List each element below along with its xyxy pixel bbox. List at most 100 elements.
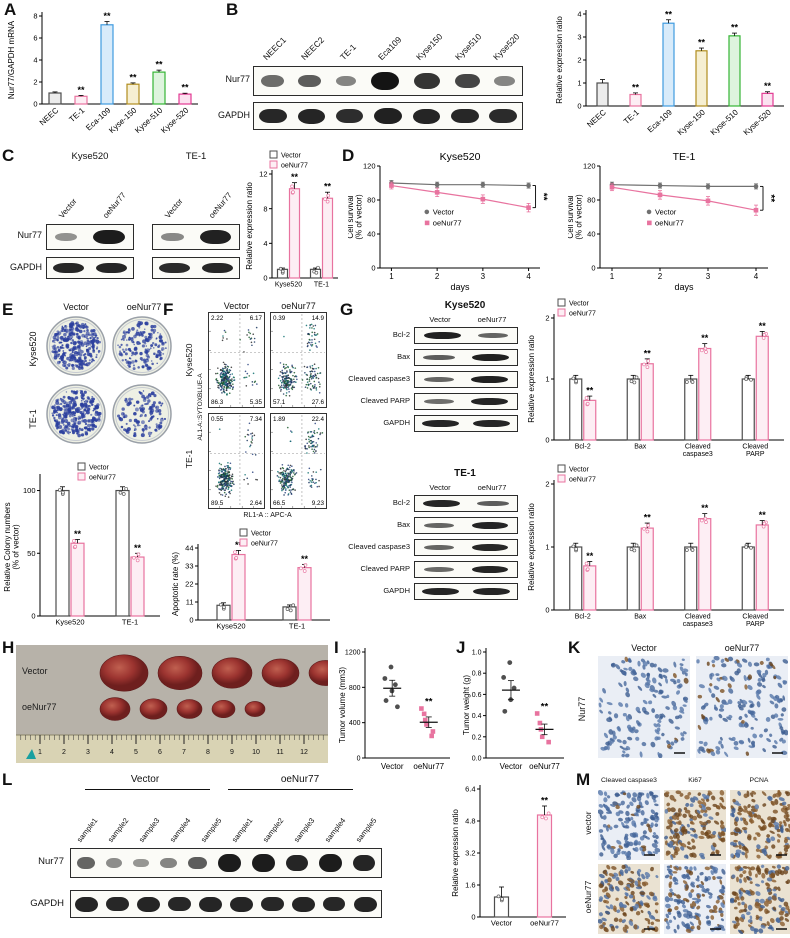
svg-text:9: 9 [230,749,234,756]
panel-g-t-blot-bax [414,517,518,534]
svg-text:**: ** [541,701,549,712]
flow-plot-te1-vector: 0.55 7.34 89.5 2.64 [208,413,265,509]
panel-g-te1-title: TE-1 [454,468,476,479]
lane-label: sample2 [260,816,286,844]
protein-band [336,108,364,124]
protein-band [454,73,480,89]
panel-c-bar-chart: 0 4 8 12 Relative expression ratio ** Kyse520 *… [246,150,342,294]
lane-label: NEEC1 [260,34,289,62]
ihc-image-vector-pcna [730,790,790,860]
protein-band [230,896,253,912]
panel-b-blot-gapdh [253,102,523,130]
panel-c-letter: C [2,146,15,165]
protein-band [297,108,326,124]
svg-text:44: 44 [185,544,193,553]
svg-text:8: 8 [206,749,210,756]
panel-a-bar-chart: 0 2 4 6 8 Nur77/GAPDH mRNA NEEC ** TE-1 ** Eca-109… [8,2,202,144]
panel-b-lane-labels: NEEC1 NEEC2 TE-1 Eca109 Kyse150 Kyse510 Kyse52… [250,0,525,64]
svg-text:1: 1 [577,79,581,88]
svg-text:4: 4 [110,749,114,756]
panel-k-col-vector: Vector [631,643,657,653]
svg-text:Relative expression ratio: Relative expression ratio [452,809,460,897]
svg-text:40: 40 [587,230,595,239]
panel-l-underline-oenur77 [228,789,353,790]
svg-text:0: 0 [33,100,37,109]
panel-l-letter: L [2,770,13,789]
svg-text:(% of vector): (% of vector) [355,194,364,240]
svg-text:7.34: 7.34 [250,416,263,423]
protein-band [451,108,479,124]
svg-text:0.4: 0.4 [472,713,482,720]
svg-text:NEEC: NEEC [38,106,61,128]
panel-g-t-lane-oenur77: oeNur77 [477,483,507,492]
svg-text:Vector: Vector [251,531,272,538]
svg-text:0: 0 [189,616,193,625]
svg-text:Bax: Bax [634,614,647,621]
svg-text:Relative expression ratio: Relative expression ratio [246,182,254,270]
panel-g-te1-bar-chart: 0 1 2 Relative expression ratio ** Bcl-2 ** Bax… [528,464,788,634]
svg-text:11: 11 [186,598,194,607]
svg-text:oeNur77: oeNur77 [655,219,684,228]
svg-text:4: 4 [526,272,531,281]
tumor-row-label-oenur77: oeNur77 [22,702,57,712]
panel-c-group-te1: TE-1 [185,151,207,162]
svg-text:Vector: Vector [89,465,110,472]
svg-text:Eca-109: Eca-109 [646,107,675,134]
svg-text:(% of vector): (% of vector) [575,194,584,240]
panel-c-blot-gapdh-kyse520 [46,257,134,279]
svg-text:1: 1 [545,375,549,384]
panel-g-k-blot-bcl2 [414,327,518,344]
svg-text:Apoptotic rate (%): Apoptotic rate (%) [172,552,180,616]
svg-text:1.0: 1.0 [472,650,482,657]
svg-text:**: ** [74,529,82,539]
panel-b-bar-chart: 0 1 2 3 4 Relative expression ratio NEEC ** TE-1… [556,0,788,148]
svg-text:Nur77/GAPDH mRNA: Nur77/GAPDH mRNA [8,20,16,99]
panel-g-t-row-cleaved-caspase3: Cleaved caspase3 [348,542,410,551]
tumor-weight-dot-plot: 0.0 0.2 0.4 0.6 0.8 1.0 Tumor weight (g) Vector… [462,640,568,772]
protein-band [252,854,275,872]
protein-band [423,567,455,572]
protein-band [423,332,461,339]
protein-band [477,500,509,507]
svg-text:**: ** [701,333,709,343]
panel-g-k-row-cleaved-caspase3: Cleaved caspase3 [348,374,410,383]
svg-text:oeNur77: oeNur77 [569,477,596,484]
panel-g-letter: G [340,300,354,319]
colony-well-te1-oenur77 [112,384,172,444]
panel-g-t-row-gapdh: GAPDH [383,586,410,595]
svg-text:**: ** [129,72,137,82]
panel-a-letter: A [4,0,17,19]
svg-text:Relative expression ratio: Relative expression ratio [528,335,536,423]
ihc-image-oenur77-cleaved-caspase3 [598,864,660,934]
lane-label: Eca109 [375,34,404,62]
svg-text:800: 800 [349,685,361,692]
svg-text:5: 5 [134,749,138,756]
panel-c-group-kyse520: Kyse520 [71,151,109,162]
lane-label: sample4 [322,816,348,844]
svg-text:0: 0 [545,606,549,615]
protein-band [423,500,461,507]
panel-e-col-vector: Vector [63,302,89,312]
svg-text:**: ** [541,796,549,806]
svg-text:6: 6 [33,34,37,43]
panel-e-bar-chart: 0 50 100 Relative Colony numbers (% of vecto… [4,460,164,632]
panel-g-t-blot-cleaved-caspase3 [414,539,518,556]
panel-f-bar-chart: 0 11 22 33 44 Apoptotic rate (%) ** Kyse520 ** TE… [172,528,334,634]
protein-band [285,854,309,872]
protein-band [471,566,509,573]
panel-l-blot-gapdh [70,890,382,918]
panel-g-kyse520-bar-chart: 0 1 2 Relative expression ratio ** Bcl-2 ** Bax… [528,298,788,464]
protein-band [76,856,96,870]
svg-text:**: ** [324,182,332,192]
panel-c-blot-gapdh-te1 [152,257,240,279]
svg-text:0: 0 [371,264,375,273]
panel-f-x-axis-label: RL1-A :: APC-A [243,512,292,519]
svg-text:oeNur77: oeNur77 [530,919,559,928]
svg-text:2: 2 [545,480,549,489]
svg-text:**: ** [181,83,189,93]
svg-text:4: 4 [577,10,581,19]
svg-text:9.23: 9.23 [312,500,325,507]
svg-text:12: 12 [300,749,308,756]
colony-well-kyse520-oenur77 [112,316,172,376]
svg-text:27.6: 27.6 [312,399,325,406]
